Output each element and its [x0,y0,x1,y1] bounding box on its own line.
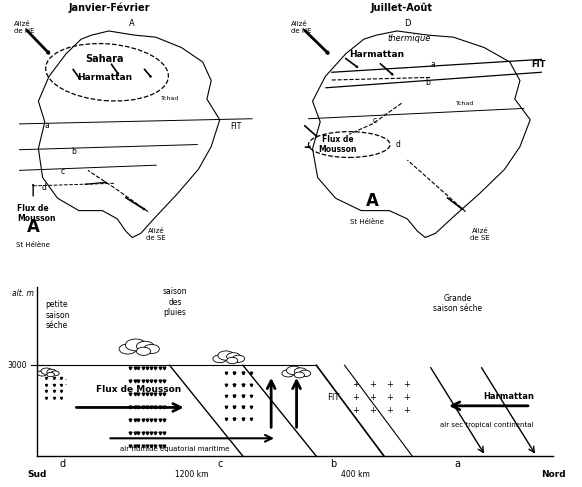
Text: ·: · [65,377,67,383]
Text: ·: · [58,382,60,388]
Text: ·: · [44,382,47,388]
Text: Harmattan: Harmattan [349,50,404,59]
Text: a: a [44,121,49,130]
Text: 400 km: 400 km [342,469,370,479]
Text: b: b [72,147,76,155]
Circle shape [226,357,238,364]
Text: saison
des
pluies: saison des pluies [163,287,187,317]
Text: a: a [455,459,460,469]
Circle shape [51,371,59,376]
Text: Alizé
de NE: Alizé de NE [14,20,34,34]
Text: ·: · [65,382,67,388]
Text: thermique: thermique [387,34,431,43]
Circle shape [47,373,55,377]
Circle shape [226,353,240,360]
Text: +: + [370,393,376,402]
Text: +: + [352,380,359,389]
Text: d: d [41,183,46,192]
Text: D: D [404,19,411,28]
Text: St Hélène: St Hélène [16,242,50,248]
Text: d: d [59,459,65,469]
Circle shape [294,372,304,378]
Circle shape [47,369,56,375]
Text: air humide équatorial maritime: air humide équatorial maritime [120,445,230,452]
Text: 1200 km: 1200 km [175,469,209,479]
Text: petite
saison
séche: petite saison séche [45,300,70,330]
Text: Alizé
de SE: Alizé de SE [470,228,490,242]
Text: +: + [403,406,410,415]
Circle shape [136,341,154,351]
Text: c: c [218,459,223,469]
Text: Flux de
Mousson: Flux de Mousson [318,135,357,154]
Text: Tchad: Tchad [161,95,179,101]
Text: +: + [352,406,359,415]
Text: FIT: FIT [531,60,545,69]
Text: a: a [431,60,435,69]
Text: b: b [330,459,336,469]
Text: +: + [403,393,410,402]
Text: Harmattan: Harmattan [77,73,132,82]
Text: Flux de
Mousson: Flux de Mousson [17,204,55,224]
Text: Janvier-Février: Janvier-Février [69,2,151,13]
Text: FIT: FIT [230,122,242,131]
Circle shape [119,344,136,354]
Circle shape [232,355,244,362]
Circle shape [282,370,294,377]
Text: A: A [366,192,379,210]
Text: +: + [370,406,376,415]
Text: Flux de Mousson: Flux de Mousson [96,386,182,394]
Text: ·: · [51,382,53,388]
Text: +: + [386,393,393,402]
Circle shape [213,355,226,363]
Circle shape [299,370,311,376]
Circle shape [144,344,159,354]
Text: alt. m: alt. m [12,289,34,299]
Text: +: + [403,380,410,389]
Text: Juillet-Août: Juillet-Août [371,2,432,13]
Circle shape [218,351,234,360]
Circle shape [38,371,47,376]
Text: +: + [370,380,376,389]
Text: ·: · [58,377,60,383]
Circle shape [125,339,146,351]
Text: c: c [372,115,377,125]
Text: 3000: 3000 [8,361,27,370]
Text: b: b [425,78,430,87]
Text: Sud: Sud [27,469,47,479]
Text: A: A [129,19,134,28]
Text: Tchad: Tchad [456,101,475,106]
Text: Nord: Nord [541,469,566,479]
Circle shape [41,368,52,375]
Text: ·: · [51,377,53,383]
Text: +: + [386,380,393,389]
Text: d: d [396,140,400,149]
Text: air sec tropical continental: air sec tropical continental [440,422,534,428]
Circle shape [294,368,307,375]
Text: Sahara: Sahara [85,55,123,64]
Text: Alizé
de NE: Alizé de NE [291,20,311,34]
Text: +: + [352,393,359,402]
Text: c: c [61,167,65,176]
Text: +: + [386,406,393,415]
Text: Harmattan: Harmattan [483,392,534,401]
Text: St Hélène: St Hélène [350,219,384,225]
Text: A: A [27,218,40,236]
Circle shape [136,347,151,356]
Text: Alizé
de SE: Alizé de SE [147,228,166,242]
Circle shape [286,366,301,375]
Text: FIT: FIT [328,393,340,402]
Text: Grande
saison séche: Grande saison séche [433,294,482,313]
Text: ·: · [44,377,47,383]
